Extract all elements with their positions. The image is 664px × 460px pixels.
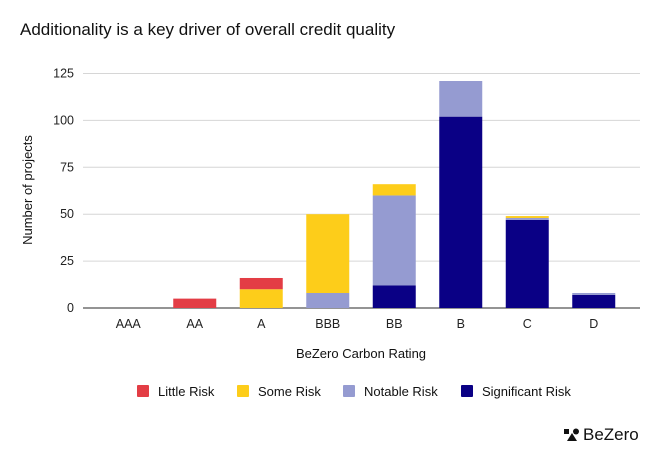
bar-segment-some-risk	[372, 184, 416, 196]
bar-segment-significant-risk	[372, 285, 416, 308]
bar-segment-some-risk	[306, 214, 350, 293]
y-axis-label: Number of projects	[20, 135, 35, 245]
y-tick-label: 50	[60, 207, 74, 221]
bezero-logo-icon	[564, 428, 579, 441]
bar-segment-some-risk	[505, 216, 549, 218]
legend-swatch	[461, 385, 473, 397]
legend-swatch	[343, 385, 355, 397]
bar-segment-significant-risk	[572, 294, 616, 308]
legend-label: Significant Risk	[482, 384, 571, 399]
bar-segment-notable-risk	[572, 292, 616, 295]
x-tick-label: B	[457, 317, 465, 331]
y-tick-label: 25	[60, 254, 74, 268]
y-tick-label: 75	[60, 160, 74, 174]
bar-segment-little-risk	[239, 277, 283, 290]
bar-segment-little-risk	[173, 298, 217, 308]
chart-title: Additionality is a key driver of overall…	[20, 20, 396, 39]
y-tick-label: 125	[53, 67, 74, 81]
legend-swatch	[237, 385, 249, 397]
legend-swatch	[137, 385, 149, 397]
x-tick-label: C	[523, 317, 532, 331]
x-tick-label: A	[257, 317, 266, 331]
x-tick-label: AA	[186, 317, 203, 331]
bar-segment-some-risk	[239, 289, 283, 308]
x-tick-label: BBB	[315, 317, 340, 331]
bar-segment-notable-risk	[439, 81, 483, 117]
y-tick-label: 0	[67, 301, 74, 315]
x-tick-label: D	[589, 317, 598, 331]
x-axis-label: BeZero Carbon Rating	[296, 346, 426, 361]
legend-label: Little Risk	[158, 384, 215, 399]
bar-segment-notable-risk	[505, 217, 549, 220]
bar-segment-significant-risk	[439, 116, 483, 308]
legend-label: Notable Risk	[364, 384, 438, 399]
bar-segment-notable-risk	[372, 195, 416, 286]
y-tick-label: 100	[53, 113, 74, 127]
logo-text: BeZero	[583, 425, 639, 444]
bar-segment-significant-risk	[505, 219, 549, 308]
bezero-logo: BeZero	[564, 425, 639, 445]
legend-label: Some Risk	[258, 384, 321, 399]
bar-segment-notable-risk	[306, 292, 350, 308]
x-tick-label: AAA	[116, 317, 142, 331]
x-tick-label: BB	[386, 317, 403, 331]
